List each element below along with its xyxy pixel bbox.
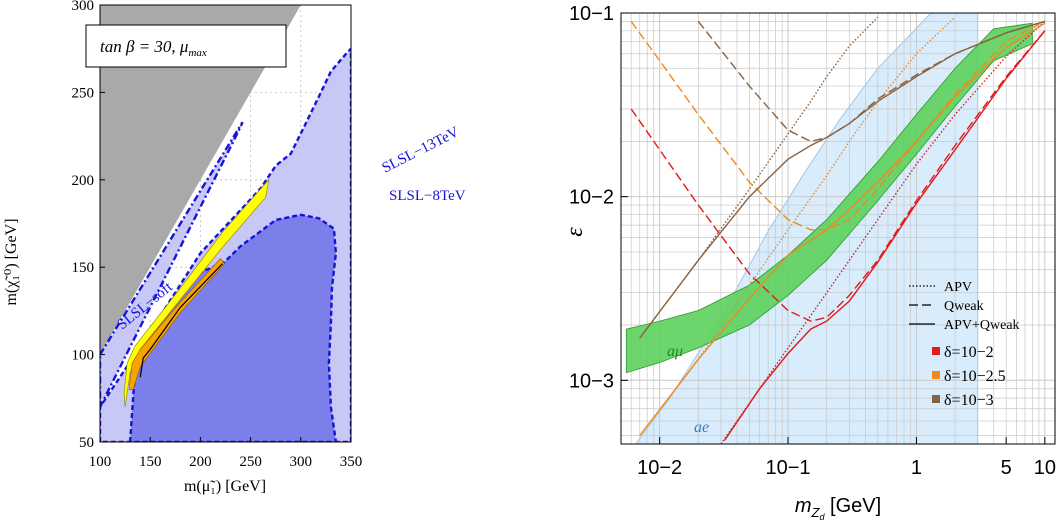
left-y-tick-label-1: 100 (72, 348, 95, 364)
left-y-axis-label: m(χ̃₁⁰) [GeV] (3, 218, 20, 305)
right-series-lines (630, 16, 1046, 444)
right-x-tick-label-3: 5 (1001, 457, 1012, 479)
band-label-ae: ae (694, 419, 709, 436)
region-excluded-gray (100, 5, 301, 355)
region-slsl-soft (100, 121, 244, 408)
series-line-apv-10-2-5 (639, 16, 956, 437)
band-amu (625, 22, 1033, 374)
left-x-tick-label-3: 250 (239, 454, 262, 470)
right-y-tick-label-2: 10−1 (569, 3, 614, 25)
left-regions (100, 5, 351, 442)
left-x-tick-label-5: 350 (340, 454, 363, 470)
right-x-tick-label-1: 10−1 (766, 457, 811, 479)
left-chart: 100 150 200 250 300 350 50 100 150 200 250 300 tan … (3, 0, 466, 495)
left-x-tick-label-4: 300 (290, 454, 313, 470)
left-plot-frame (99, 4, 352, 443)
right-plot-frame (620, 12, 1056, 445)
left-y-tick-label-2: 150 (72, 260, 95, 276)
series-line-qweak-10-2 (630, 30, 1046, 322)
left-x-axis-label: m(μ̃₁) [GeV] (184, 478, 266, 495)
parameter-box-text: tan β = 30, μmax (100, 37, 207, 59)
series-line-apv-qweak-10-2-5 (639, 22, 1046, 437)
left-y-tick-label-3: 200 (72, 173, 95, 189)
parameter-box (85, 24, 287, 68)
right-x-tick-label-0: 10−2 (637, 457, 682, 479)
legend-swatch-delta-3 (932, 395, 940, 403)
right-chart: 10−2 10−1 1 5 10 10−3 10−2 10−1 aμ ae APV Qweak… (562, 3, 1056, 521)
left-lines (139, 263, 223, 378)
region-yellow-band (123, 178, 270, 408)
left-y-tick-label-4: 250 (72, 85, 95, 101)
left-y-tick-label-5: 300 (72, 0, 95, 14)
left-axis-ticks: 100 150 200 250 300 350 50 100 150 200 250 300 (72, 0, 363, 470)
right-x-tick-label-4: 10 (1034, 457, 1056, 479)
legend-label-apv-qweak: APV+Qweak (944, 318, 1020, 333)
series-line-apv-qweak-10-3 (639, 20, 1045, 339)
right-axis-ticks: 10−2 10−1 1 5 10 10−3 10−2 10−1 (569, 3, 1056, 479)
label-slsl-8tev: SLSL−8TeV (389, 188, 466, 204)
left-x-tick-label-0: 100 (89, 454, 112, 470)
legend: APV Qweak APV+Qweak δ=10−2 δ=10−2.5 δ=10… (909, 280, 1020, 409)
left-x-tick-label-1: 150 (139, 454, 162, 470)
legend-label-delta-1: δ=10−2 (944, 344, 994, 361)
left-y-tick-label-0: 50 (79, 435, 94, 451)
black-contour-line (139, 263, 223, 378)
legend-label-delta-3: δ=10−3 (944, 392, 994, 409)
legend-label-apv: APV (944, 280, 972, 295)
legend-label-delta-2: δ=10−2.5 (944, 368, 1006, 385)
right-gm2-band (625, 22, 1033, 374)
right-x-tick-label-2: 1 (911, 457, 922, 479)
series-line-apv-qweak-10-2 (723, 30, 1046, 441)
right-y-tick-label-0: 10−3 (569, 370, 614, 392)
legend-swatch-delta-2 (932, 371, 940, 379)
legend-swatch-delta-1 (932, 347, 940, 355)
band-label-amu: aμ (667, 343, 683, 360)
legend-label-qweak: Qweak (944, 299, 984, 314)
right-x-axis-label: mZd [GeV] (795, 495, 881, 521)
series-line-apv-10-2 (720, 20, 1046, 444)
left-x-tick-label-2: 200 (189, 454, 212, 470)
right-y-tick-label-1: 10−2 (569, 187, 614, 209)
right-y-axis-label: ε (562, 227, 588, 237)
label-slsl-13tev: SLSL−13TeV (380, 124, 462, 177)
